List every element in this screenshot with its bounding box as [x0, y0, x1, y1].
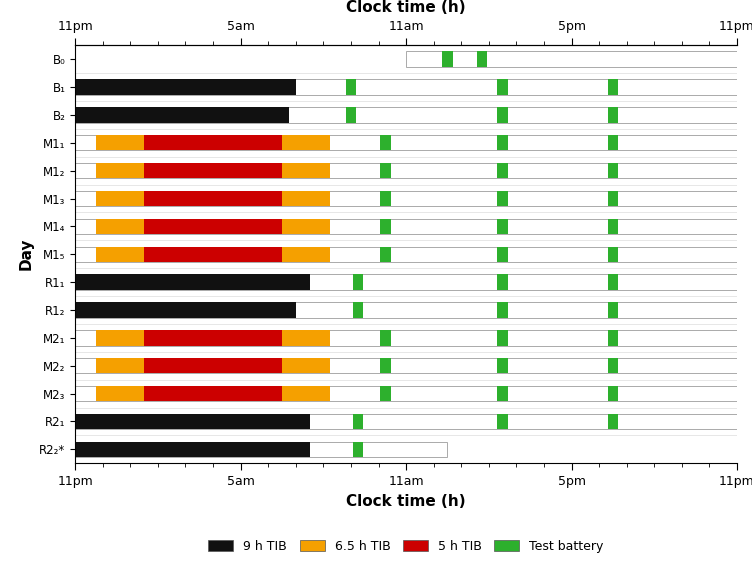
Bar	[75, 275, 310, 290]
Bar	[75, 442, 447, 457]
Bar	[96, 135, 144, 150]
Bar	[381, 386, 390, 401]
Bar	[282, 246, 330, 262]
Bar	[144, 191, 282, 206]
Bar	[282, 191, 330, 206]
Bar	[96, 358, 144, 373]
Bar	[75, 79, 296, 95]
Bar	[75, 442, 310, 457]
Bar	[497, 107, 508, 123]
Bar	[144, 163, 282, 179]
Bar	[353, 442, 363, 457]
Bar	[381, 135, 390, 150]
Bar	[608, 246, 618, 262]
Bar	[96, 246, 144, 262]
Bar	[96, 163, 144, 179]
Bar	[497, 358, 508, 373]
Bar	[381, 163, 390, 179]
Bar	[282, 219, 330, 234]
Bar	[608, 219, 618, 234]
Bar	[346, 107, 356, 123]
Bar	[497, 302, 508, 318]
Bar	[381, 219, 390, 234]
Bar	[608, 275, 618, 290]
Bar	[144, 330, 282, 346]
Y-axis label: Day: Day	[19, 238, 34, 271]
Bar	[282, 358, 330, 373]
Bar	[497, 386, 508, 401]
Bar	[75, 275, 737, 290]
Bar	[608, 135, 618, 150]
Bar	[75, 302, 737, 318]
Bar	[353, 275, 363, 290]
Bar	[353, 302, 363, 318]
Bar	[406, 51, 737, 67]
Bar	[282, 163, 330, 179]
Bar	[75, 107, 737, 123]
Bar	[75, 386, 737, 401]
Bar	[282, 386, 330, 401]
Bar	[497, 414, 508, 429]
Bar	[96, 330, 144, 346]
Bar	[75, 191, 737, 206]
Bar	[497, 163, 508, 179]
Bar	[608, 163, 618, 179]
Bar	[497, 330, 508, 346]
Bar	[75, 414, 310, 429]
Bar	[608, 107, 618, 123]
Bar	[75, 330, 737, 346]
Bar	[608, 302, 618, 318]
Bar	[96, 191, 144, 206]
Bar	[381, 330, 390, 346]
Bar	[75, 79, 737, 95]
Bar	[381, 191, 390, 206]
Bar	[75, 107, 289, 123]
Bar	[497, 275, 508, 290]
Bar	[75, 163, 737, 179]
Bar	[608, 330, 618, 346]
Bar	[353, 414, 363, 429]
Bar	[608, 358, 618, 373]
Bar	[608, 414, 618, 429]
X-axis label: Clock time (h): Clock time (h)	[346, 0, 466, 15]
Bar	[144, 358, 282, 373]
Bar	[477, 51, 487, 67]
Bar	[96, 386, 144, 401]
Bar	[497, 135, 508, 150]
Bar	[75, 358, 737, 373]
X-axis label: Clock time (h): Clock time (h)	[346, 494, 466, 508]
Bar	[75, 414, 737, 429]
Bar	[497, 246, 508, 262]
Bar	[282, 330, 330, 346]
Bar	[144, 246, 282, 262]
Legend: 9 h TIB, 6.5 h TIB, 5 h TIB, Test battery: 9 h TIB, 6.5 h TIB, 5 h TIB, Test batter…	[208, 540, 604, 553]
Bar	[75, 302, 296, 318]
Bar	[497, 219, 508, 234]
Bar	[608, 79, 618, 95]
Bar	[381, 358, 390, 373]
Bar	[75, 219, 737, 234]
Bar	[381, 246, 390, 262]
Bar	[144, 219, 282, 234]
Bar	[442, 51, 453, 67]
Bar	[144, 135, 282, 150]
Bar	[497, 79, 508, 95]
Bar	[96, 219, 144, 234]
Bar	[346, 79, 356, 95]
Bar	[608, 191, 618, 206]
Bar	[282, 135, 330, 150]
Bar	[75, 246, 737, 262]
Bar	[608, 386, 618, 401]
Bar	[144, 386, 282, 401]
Bar	[75, 135, 737, 150]
Bar	[497, 191, 508, 206]
